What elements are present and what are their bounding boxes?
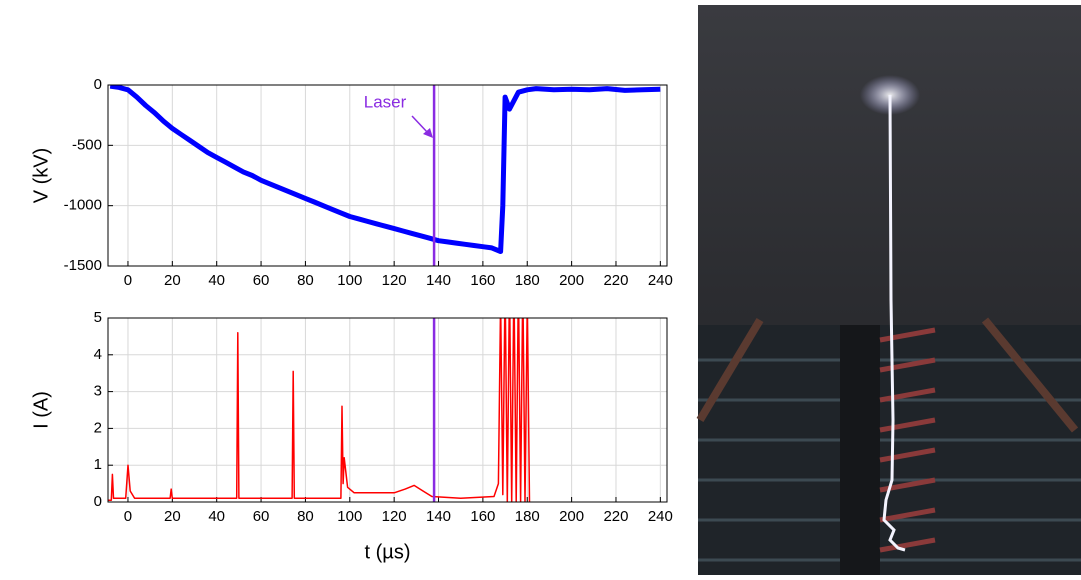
x-tick-label: 160 xyxy=(470,508,495,525)
y-axis-title: I (A) xyxy=(30,391,52,429)
y-tick-label: -500 xyxy=(72,136,102,153)
x-tick-label: 180 xyxy=(515,272,540,289)
data-line xyxy=(109,85,661,254)
x-tick-label: 40 xyxy=(208,272,225,289)
x-tick-label: 80 xyxy=(297,508,314,525)
x-tick-label: 60 xyxy=(253,272,270,289)
y-tick-label: 3 xyxy=(94,383,102,400)
x-tick-label: 140 xyxy=(426,508,451,525)
photo xyxy=(696,5,1081,575)
annotation-arrow xyxy=(411,115,429,134)
x-tick-label: 100 xyxy=(337,272,362,289)
y-tick-label: 4 xyxy=(94,346,102,363)
plot-frame xyxy=(107,84,668,267)
x-tick-label: 220 xyxy=(603,272,628,289)
y-tick-label: 1 xyxy=(94,456,102,473)
x-tick-label: 240 xyxy=(648,508,673,525)
annotation-arrowhead xyxy=(423,128,433,138)
x-tick-label: 0 xyxy=(124,272,132,289)
y-tick-label: 0 xyxy=(94,493,102,510)
plot-frame xyxy=(107,317,668,503)
y-tick-label: 2 xyxy=(94,419,102,436)
x-tick-label: 60 xyxy=(253,508,270,525)
x-tick-label: 40 xyxy=(208,508,225,525)
y-tick-label: 5 xyxy=(94,309,102,326)
x-tick-label: 180 xyxy=(515,508,540,525)
y-tick-label: -1500 xyxy=(64,257,102,274)
x-tick-label: 120 xyxy=(382,272,407,289)
x-tick-label: 80 xyxy=(297,272,314,289)
x-tick-label: 20 xyxy=(164,508,181,525)
y-tick-label: -1000 xyxy=(64,197,102,214)
x-tick-label: 0 xyxy=(124,508,132,525)
x-tick-label: 240 xyxy=(648,272,673,289)
annotation: Laser xyxy=(364,92,407,111)
x-tick-label: 200 xyxy=(559,508,584,525)
x-axis-title: t (µs) xyxy=(365,541,411,563)
y-axis-title: V (kV) xyxy=(30,148,52,204)
x-tick-label: 200 xyxy=(559,272,584,289)
x-tick-label: 220 xyxy=(603,508,628,525)
x-tick-label: 120 xyxy=(382,508,407,525)
x-tick-label: 100 xyxy=(337,508,362,525)
x-tick-label: 140 xyxy=(426,272,451,289)
y-tick-label: 0 xyxy=(94,76,102,93)
x-tick-label: 160 xyxy=(470,272,495,289)
x-tick-label: 20 xyxy=(164,272,181,289)
data-line xyxy=(108,318,531,502)
